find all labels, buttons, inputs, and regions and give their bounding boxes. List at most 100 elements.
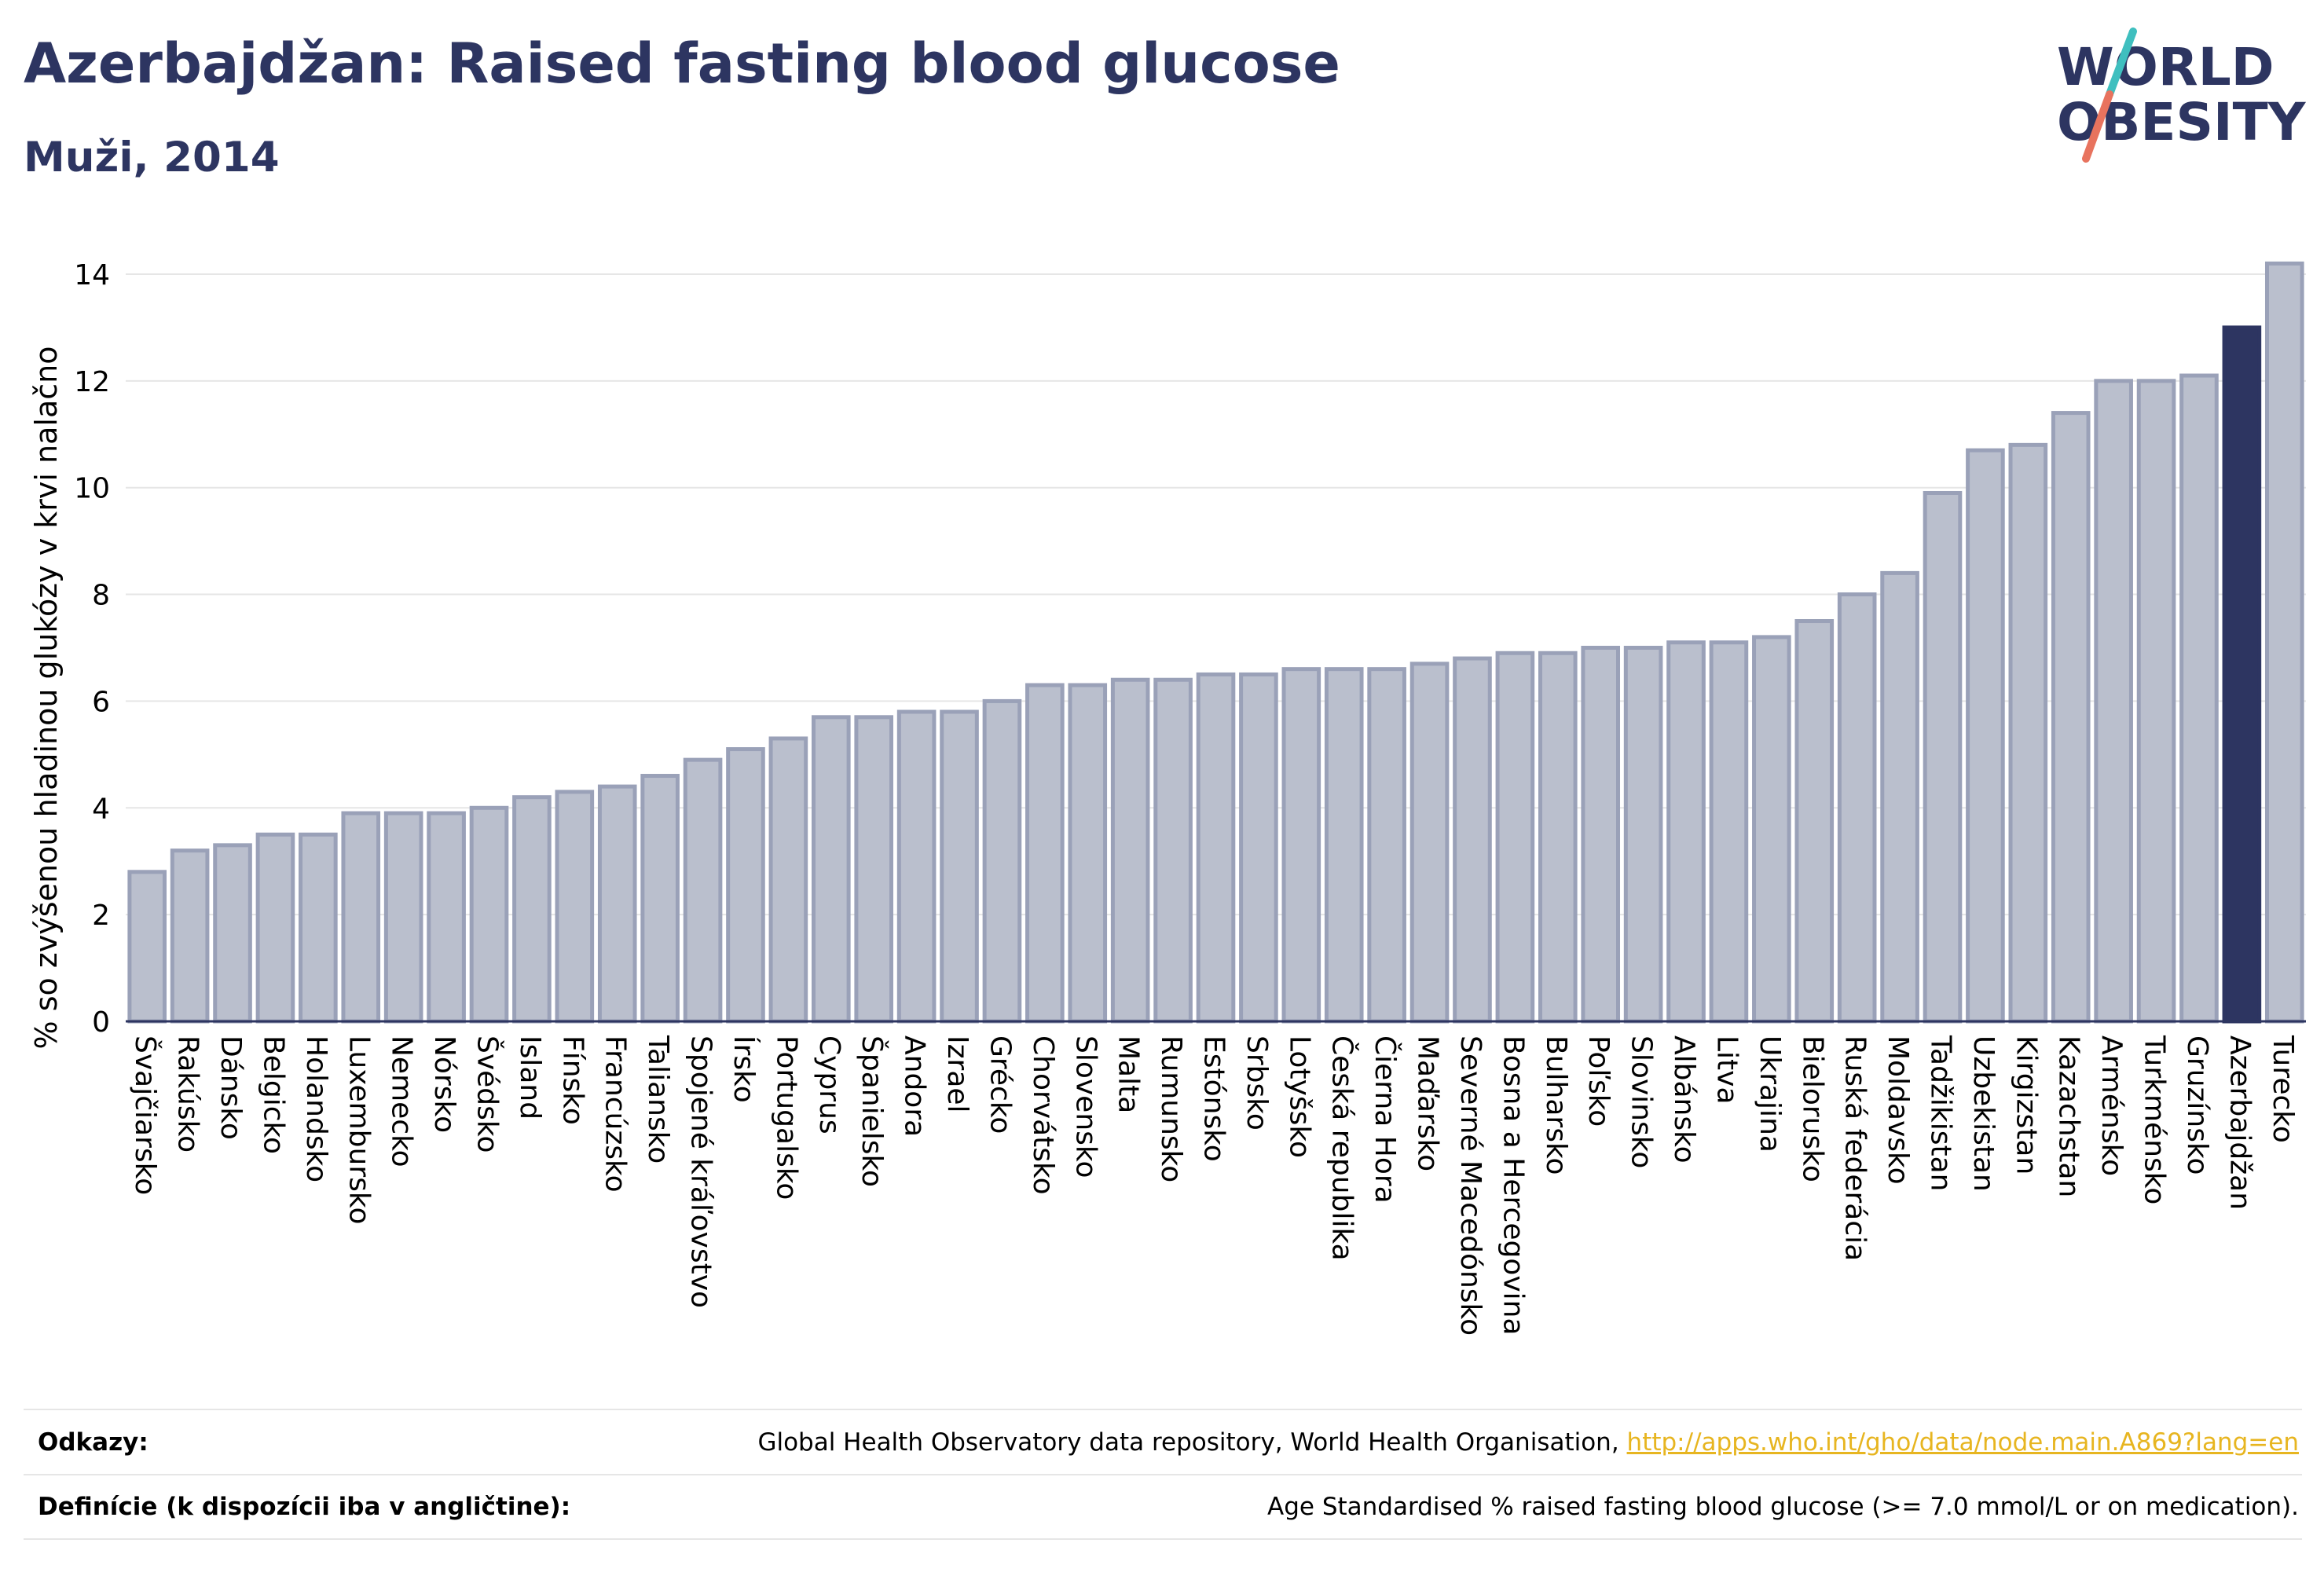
bar bbox=[726, 747, 765, 1024]
references-text: Global Health Observatory data repositor… bbox=[757, 1428, 1627, 1457]
x-tick-label: Turecko bbox=[2267, 1035, 2299, 1143]
x-tick-label: Gruzínsko bbox=[2181, 1035, 2213, 1175]
bar bbox=[1966, 448, 2005, 1024]
logo-slash-teal bbox=[2106, 27, 2137, 98]
x-tick-label: Albánsko bbox=[1668, 1035, 1700, 1164]
chart-subtitle: Muži, 2014 bbox=[24, 134, 280, 181]
x-tick-label: Srbsko bbox=[1241, 1035, 1273, 1131]
bar bbox=[640, 774, 680, 1024]
definitions-label: Definície (k dispozícii iba v angličtine… bbox=[38, 1493, 571, 1521]
x-tick-label: Azerbajdžan bbox=[2223, 1035, 2256, 1210]
y-tick-label: 14 bbox=[74, 259, 110, 291]
bar bbox=[982, 698, 1022, 1024]
bar bbox=[127, 870, 167, 1024]
bar bbox=[1538, 651, 1578, 1024]
x-tick-label: Rakúsko bbox=[172, 1035, 204, 1153]
x-tick-label: Poľsko bbox=[1582, 1035, 1615, 1127]
x-tick-label: Izrael bbox=[941, 1035, 973, 1113]
bar bbox=[555, 790, 595, 1024]
x-tick-label: Dánsko bbox=[214, 1035, 247, 1140]
bar bbox=[854, 715, 894, 1024]
bar bbox=[1880, 570, 1919, 1024]
bar bbox=[383, 811, 423, 1024]
bar bbox=[1709, 640, 1749, 1024]
bar-layer bbox=[127, 261, 2304, 1024]
x-tick-label: Belgicko bbox=[257, 1035, 289, 1154]
bar bbox=[1196, 672, 1236, 1024]
x-tick-label: Švédsko bbox=[471, 1035, 504, 1153]
bar bbox=[1281, 667, 1321, 1024]
x-tick-label: Turkménsko bbox=[2139, 1035, 2171, 1204]
bar bbox=[896, 709, 937, 1024]
bar bbox=[1923, 490, 1963, 1024]
x-tick-label: Andora bbox=[899, 1035, 931, 1137]
x-tick-label: Luxembursko bbox=[343, 1035, 375, 1224]
x-tick-label: Severné Macedónsko bbox=[1454, 1035, 1486, 1336]
x-tick-label: Kirgizstan bbox=[2010, 1035, 2042, 1175]
y-tick-label: 8 bbox=[92, 580, 110, 612]
footer-divider-top bbox=[24, 1409, 2302, 1410]
x-tick-label: Holandsko bbox=[300, 1035, 332, 1182]
bar bbox=[512, 795, 552, 1024]
bar bbox=[213, 843, 252, 1024]
x-tick-label: Bielorusko bbox=[1796, 1035, 1828, 1182]
x-tick-label: Švajčiarsko bbox=[129, 1035, 162, 1195]
bar bbox=[1324, 667, 1364, 1024]
bar bbox=[1581, 645, 1621, 1024]
x-tick-label: Taliansko bbox=[642, 1035, 674, 1164]
bar bbox=[2008, 442, 2048, 1024]
references-value: Global Health Observatory data repositor… bbox=[757, 1428, 2299, 1457]
x-tick-label: Bosna a Hercegovina bbox=[1497, 1035, 1529, 1336]
bar bbox=[1110, 677, 1150, 1024]
references-link[interactable]: http://apps.who.int/gho/data/node.main.A… bbox=[1626, 1428, 2299, 1457]
bar-chart: 0 2 4 6 8 10 12 14 Švajčiarsko Rakúsko Dánsko Belgi… bbox=[29, 259, 2306, 1336]
x-tick-label: Maďarsko bbox=[1412, 1035, 1444, 1171]
bar bbox=[255, 832, 295, 1024]
logo-slash-coral bbox=[2082, 90, 2113, 163]
bar bbox=[170, 848, 210, 1024]
x-tick-label: Nórsko bbox=[428, 1035, 460, 1133]
x-tick-label: Portugalsko bbox=[770, 1035, 802, 1200]
footer-divider-bottom bbox=[24, 1538, 2302, 1540]
x-tick-label: Írsko bbox=[728, 1035, 761, 1103]
x-tick-label: Slovensko bbox=[1069, 1035, 1102, 1178]
bar bbox=[597, 784, 637, 1024]
bar bbox=[2136, 379, 2176, 1024]
references-label: Odkazy: bbox=[38, 1428, 148, 1457]
bar bbox=[1794, 619, 1835, 1024]
y-tick-label: 6 bbox=[92, 686, 110, 718]
x-tick-label: Uzbekistan bbox=[1967, 1035, 2000, 1192]
x-tick-label: Čierna Hora bbox=[1369, 1035, 1402, 1204]
bar bbox=[1495, 651, 1535, 1024]
bar bbox=[2051, 411, 2091, 1024]
x-tick-label: Grécko bbox=[984, 1035, 1016, 1134]
x-tick-label: Chorvátsko bbox=[1027, 1035, 1059, 1195]
x-tick-label: Moldavsko bbox=[1882, 1035, 1914, 1185]
bar bbox=[2264, 261, 2304, 1024]
bar bbox=[1453, 656, 1492, 1024]
y-axis-label: % so zvýšenou hladinou glukózy v krvi na… bbox=[29, 346, 64, 1050]
y-tick-label: 10 bbox=[74, 473, 110, 505]
bar bbox=[2094, 379, 2133, 1024]
bar bbox=[1666, 640, 1706, 1024]
bar bbox=[341, 811, 381, 1024]
x-tick-label: Litva bbox=[1710, 1035, 1743, 1105]
x-tick-label: Rumunsko bbox=[1155, 1035, 1187, 1182]
x-tick-label: Ruská federácia bbox=[1839, 1035, 1871, 1261]
x-tick-label: Arménsko bbox=[2095, 1035, 2128, 1176]
x-tick-label: Francúzsko bbox=[599, 1035, 632, 1193]
x-tick-label: Lotyšsko bbox=[1283, 1035, 1315, 1158]
bar bbox=[1025, 683, 1065, 1024]
y-tick-label: 12 bbox=[74, 366, 110, 398]
y-tick-label: 4 bbox=[92, 793, 110, 825]
x-tick-label: Spojené kráľovstvo bbox=[685, 1035, 717, 1308]
x-tick-label: Bulharsko bbox=[1540, 1035, 1572, 1175]
x-tick-label: Slovinsko bbox=[1626, 1035, 1658, 1168]
bar bbox=[1623, 645, 1663, 1024]
x-tick-label: Česká republika bbox=[1326, 1035, 1359, 1261]
x-tick-label: Nemecko bbox=[386, 1035, 418, 1167]
x-tick-label: Malta bbox=[1113, 1035, 1145, 1113]
bar bbox=[1367, 667, 1406, 1024]
y-tick-label: 0 bbox=[92, 1006, 110, 1039]
chart-title: Azerbajdžan: Raised fasting blood glucos… bbox=[24, 31, 1340, 96]
